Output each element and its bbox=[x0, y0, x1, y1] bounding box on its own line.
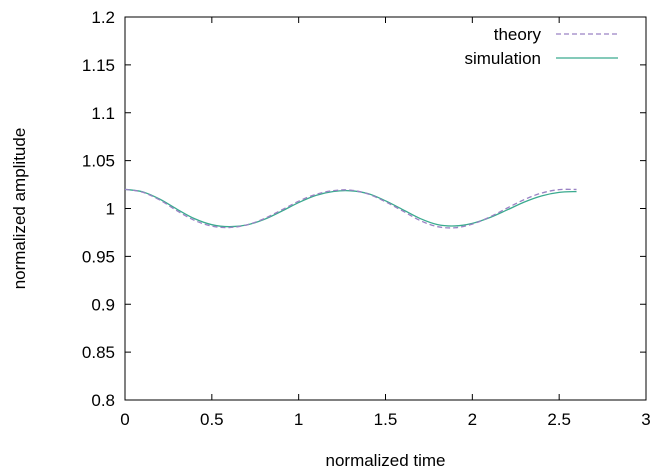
y-tick-label: 0.9 bbox=[91, 295, 115, 314]
y-tick-label: 1.15 bbox=[82, 56, 115, 75]
x-tick-label: 0.5 bbox=[200, 410, 224, 429]
y-tick-label: 1.2 bbox=[91, 8, 115, 27]
x-tick-label: 0 bbox=[120, 410, 129, 429]
x-tick-labels: 0 0.5 1 1.5 2 2.5 3 bbox=[120, 410, 650, 429]
series-line-theory bbox=[124, 188, 577, 229]
x-tick-label: 1 bbox=[294, 410, 303, 429]
axis-ticks bbox=[124, 16, 647, 401]
x-axis-label: normalized time bbox=[326, 451, 446, 470]
plot-frame bbox=[124, 16, 647, 401]
y-axis-label: normalized amplitude bbox=[10, 128, 29, 290]
x-tick-label: 1.5 bbox=[374, 410, 398, 429]
y-tick-label: 1.1 bbox=[91, 104, 115, 123]
x-tick-label: 2.5 bbox=[547, 410, 571, 429]
x-tick-label: 3 bbox=[641, 410, 650, 429]
legend: theory simulation bbox=[464, 25, 618, 68]
y-tick-labels: 0.8 0.85 0.9 0.95 1 1.05 1.1 1.15 1.2 bbox=[82, 8, 115, 410]
series-line-simulation bbox=[124, 188, 577, 228]
y-tick-label: 1.05 bbox=[82, 152, 115, 171]
y-tick-label: 0.8 bbox=[91, 391, 115, 410]
series-group bbox=[124, 188, 577, 229]
y-tick-label: 1 bbox=[106, 200, 115, 219]
x-tick-label: 2 bbox=[468, 410, 477, 429]
legend-label-theory: theory bbox=[494, 25, 542, 44]
y-tick-label: 0.95 bbox=[82, 247, 115, 266]
legend-label-simulation: simulation bbox=[464, 49, 541, 68]
y-tick-label: 0.85 bbox=[82, 343, 115, 362]
